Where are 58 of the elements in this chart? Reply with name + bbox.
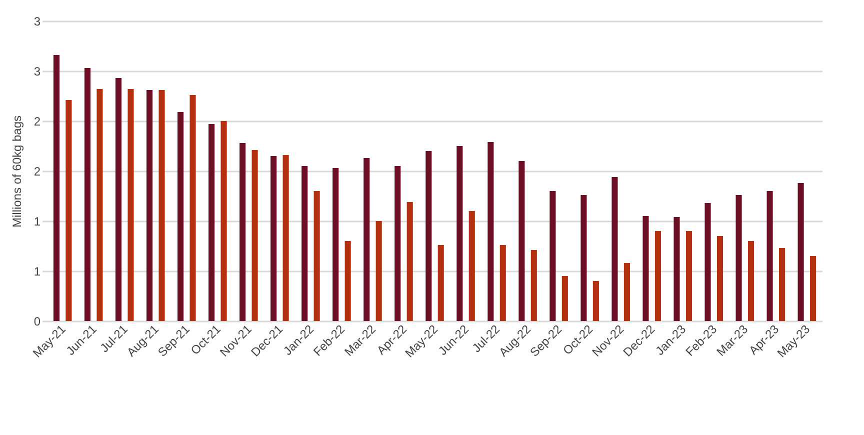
bar xyxy=(220,121,227,321)
bar xyxy=(779,248,786,321)
bar xyxy=(252,150,258,321)
y-tick-label: 3 xyxy=(34,14,41,28)
bar xyxy=(674,217,680,321)
bar xyxy=(550,191,556,321)
bar xyxy=(654,231,662,321)
bar xyxy=(240,143,246,321)
bar xyxy=(456,146,463,321)
y-tick-label: 1 xyxy=(34,214,41,228)
bar xyxy=(530,250,537,321)
bar xyxy=(592,281,599,321)
bar xyxy=(344,241,351,321)
bar xyxy=(302,166,308,321)
bar xyxy=(612,177,618,321)
bar xyxy=(642,216,649,321)
bar xyxy=(748,241,754,321)
y-tick-label: 1 xyxy=(34,264,41,278)
bar xyxy=(766,191,773,321)
bar xyxy=(208,124,215,321)
bar xyxy=(128,89,134,321)
y-axis-title: Millions of 60kg bags xyxy=(10,115,24,228)
bar xyxy=(177,112,184,321)
y-tick-label: 0 xyxy=(34,314,41,328)
bar xyxy=(364,158,370,321)
bar xyxy=(704,203,711,321)
y-tick-label: 2 xyxy=(34,114,41,128)
bar xyxy=(96,89,103,321)
bar xyxy=(53,55,60,321)
bar xyxy=(84,68,91,321)
bar xyxy=(716,236,724,321)
bar xyxy=(332,168,339,321)
bar xyxy=(146,90,153,321)
bar xyxy=(580,195,587,321)
bar xyxy=(468,211,475,321)
bar xyxy=(488,142,494,321)
bar xyxy=(686,231,692,321)
bar xyxy=(810,256,816,321)
bar xyxy=(158,90,165,321)
y-tick-label: 2 xyxy=(34,164,41,178)
bar xyxy=(426,151,432,321)
bar xyxy=(438,245,444,321)
bar xyxy=(115,78,122,321)
bar xyxy=(394,166,401,321)
bar xyxy=(376,221,382,321)
bar xyxy=(190,95,196,321)
bar xyxy=(518,161,525,321)
bar xyxy=(406,202,413,321)
y-tick-label: 3 xyxy=(34,64,41,78)
bar xyxy=(314,191,320,321)
bar xyxy=(282,155,289,321)
bar xyxy=(624,263,630,321)
bar xyxy=(66,100,72,321)
bar xyxy=(736,195,742,321)
bar xyxy=(562,276,568,321)
bar xyxy=(270,156,277,321)
bar xyxy=(798,183,804,321)
bar xyxy=(500,245,506,321)
